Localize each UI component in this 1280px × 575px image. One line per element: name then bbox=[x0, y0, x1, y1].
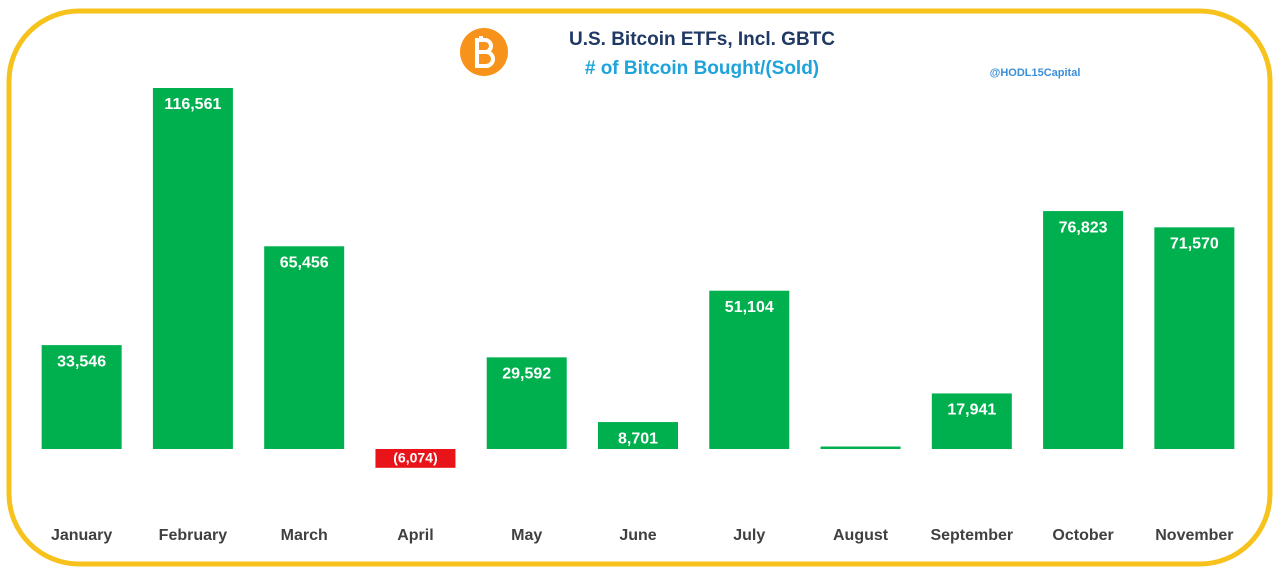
attribution: @HODL15Capital bbox=[990, 67, 1081, 79]
x-tick-label: May bbox=[511, 527, 542, 544]
value-label: 17,941 bbox=[947, 402, 996, 419]
value-label: 76,823 bbox=[1059, 219, 1108, 236]
bar bbox=[931, 393, 1012, 449]
chart-title: U.S. Bitcoin ETFs, Incl. GBTC bbox=[569, 29, 835, 50]
bar bbox=[264, 246, 345, 449]
x-tick-label: August bbox=[833, 527, 889, 544]
x-tick-label: October bbox=[1052, 527, 1113, 544]
bar bbox=[1043, 211, 1124, 449]
value-label: 51,104 bbox=[725, 299, 774, 316]
chart-subtitle: # of Bitcoin Bought/(Sold) bbox=[585, 58, 819, 79]
bar bbox=[375, 449, 456, 468]
bar bbox=[486, 357, 567, 449]
value-label: (6,074) bbox=[393, 450, 437, 466]
x-tick-label: September bbox=[930, 527, 1013, 544]
x-tick-label: June bbox=[619, 527, 656, 544]
x-tick-label: February bbox=[159, 527, 228, 544]
value-label: 71,570 bbox=[1170, 236, 1219, 253]
value-label: 8,701 bbox=[618, 430, 658, 447]
x-tick-label: July bbox=[733, 527, 765, 544]
value-label: 33,546 bbox=[57, 353, 106, 370]
bar bbox=[598, 422, 678, 449]
bar bbox=[709, 290, 790, 449]
bar bbox=[41, 345, 122, 449]
bar bbox=[1154, 227, 1235, 449]
x-tick-label: November bbox=[1155, 527, 1233, 544]
x-tick-label: March bbox=[281, 527, 328, 544]
bar bbox=[152, 88, 233, 449]
bar bbox=[820, 446, 901, 449]
value-label: 29,592 bbox=[502, 366, 551, 383]
bitcoin-logo bbox=[460, 28, 508, 76]
x-tick-label: April bbox=[397, 527, 433, 544]
x-tick-label: January bbox=[51, 527, 112, 544]
value-label: 116,561 bbox=[164, 96, 221, 113]
value-label: 65,456 bbox=[280, 254, 329, 271]
